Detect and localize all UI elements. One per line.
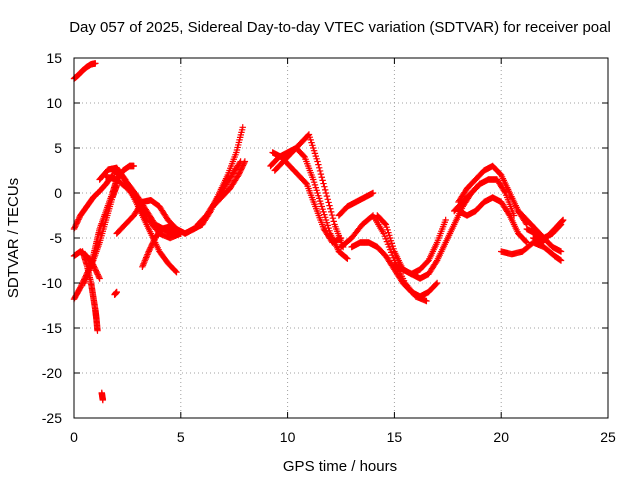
data-point — [315, 161, 322, 168]
data-point — [325, 199, 332, 206]
series-arc-d — [81, 162, 138, 287]
y-tick-label: 5 — [54, 140, 62, 156]
data-point — [139, 262, 147, 269]
data-point — [330, 218, 337, 225]
data-point — [557, 257, 565, 264]
data-point — [141, 259, 148, 266]
series-arc-u — [451, 176, 518, 219]
x-tick-label: 15 — [387, 429, 403, 445]
series-arc-w — [455, 194, 531, 246]
data-point — [95, 273, 103, 281]
series-arc-i — [139, 224, 184, 270]
data-point — [130, 162, 138, 170]
data-point — [241, 158, 249, 165]
data-point — [92, 60, 99, 67]
data-point — [141, 257, 149, 264]
data-point — [94, 327, 101, 334]
data-point — [139, 263, 146, 270]
data-point — [96, 275, 103, 282]
x-tick-label: 5 — [177, 429, 185, 445]
data-point — [324, 196, 331, 203]
series-arc-stray-1 — [98, 389, 107, 404]
data-point — [343, 254, 350, 262]
y-tick-label: 15 — [46, 50, 62, 66]
y-tick-label: 10 — [46, 95, 62, 111]
data-point — [241, 159, 248, 167]
data-point — [327, 205, 334, 212]
series-arc-r — [348, 239, 441, 300]
data-point — [144, 249, 152, 257]
series-arc-z — [530, 216, 567, 246]
y-tick-label: -5 — [50, 230, 63, 246]
x-axis-label: GPS time / hours — [283, 458, 397, 475]
series-arc-n — [271, 131, 347, 251]
data-point — [239, 124, 246, 131]
y-tick-label: -20 — [42, 365, 62, 381]
data-point — [423, 297, 430, 305]
x-tick-label: 25 — [600, 429, 616, 445]
data-point — [142, 254, 150, 261]
series-arc-early-top — [70, 60, 99, 82]
data-point — [316, 164, 323, 171]
data-point — [381, 220, 389, 227]
data-point — [322, 189, 330, 197]
y-tick-label: 0 — [54, 185, 62, 201]
data-point — [143, 252, 151, 260]
grid-layer — [74, 58, 608, 418]
data-point — [144, 251, 151, 258]
data-point — [321, 183, 328, 190]
data-point — [326, 202, 333, 209]
data-point — [328, 211, 336, 219]
series-arc-l — [209, 158, 249, 210]
data-points-layer — [70, 60, 567, 404]
data-point — [559, 216, 567, 224]
data-point — [369, 189, 377, 197]
data-point — [522, 238, 530, 245]
data-point — [433, 280, 440, 288]
y-tick-label: -15 — [42, 320, 62, 336]
data-point — [321, 186, 329, 194]
data-point — [557, 248, 565, 255]
series-arc-o — [269, 149, 345, 246]
data-point — [113, 288, 120, 296]
data-point — [329, 215, 337, 222]
series-arc-p — [335, 189, 377, 219]
data-point — [320, 180, 327, 187]
data-point — [523, 239, 531, 246]
data-point — [142, 255, 149, 263]
y-tick-label: -25 — [42, 410, 62, 426]
data-point — [319, 177, 326, 184]
data-point — [327, 208, 335, 216]
data-point — [172, 268, 179, 275]
data-point — [442, 216, 449, 224]
series-arc-aa — [515, 207, 565, 255]
x-tick-label: 0 — [70, 429, 78, 445]
y-tick-label: -10 — [42, 275, 62, 291]
data-point — [337, 234, 345, 242]
series-arc-v — [455, 162, 531, 228]
data-point — [173, 269, 180, 276]
data-point — [344, 255, 351, 262]
chart-title: Day 057 of 2025, Sidereal Day-to-day VTE… — [69, 19, 611, 36]
data-point — [99, 396, 107, 404]
data-point — [323, 192, 331, 200]
data-point — [140, 260, 147, 267]
x-tick-label: 10 — [280, 429, 296, 445]
y-axis-label: SDTVAR / TECUs — [5, 178, 22, 298]
data-point — [318, 174, 325, 181]
tick-layer: 0 5 10 15 20 25 -25 -20 -15 -10 -5 0 5 10 15 — [42, 50, 616, 445]
data-point — [317, 170, 325, 178]
series-arc-stray-2 — [111, 288, 120, 298]
data-point — [316, 167, 324, 175]
x-tick-label: 20 — [493, 429, 509, 445]
data-point — [433, 279, 441, 287]
data-point — [314, 158, 321, 165]
